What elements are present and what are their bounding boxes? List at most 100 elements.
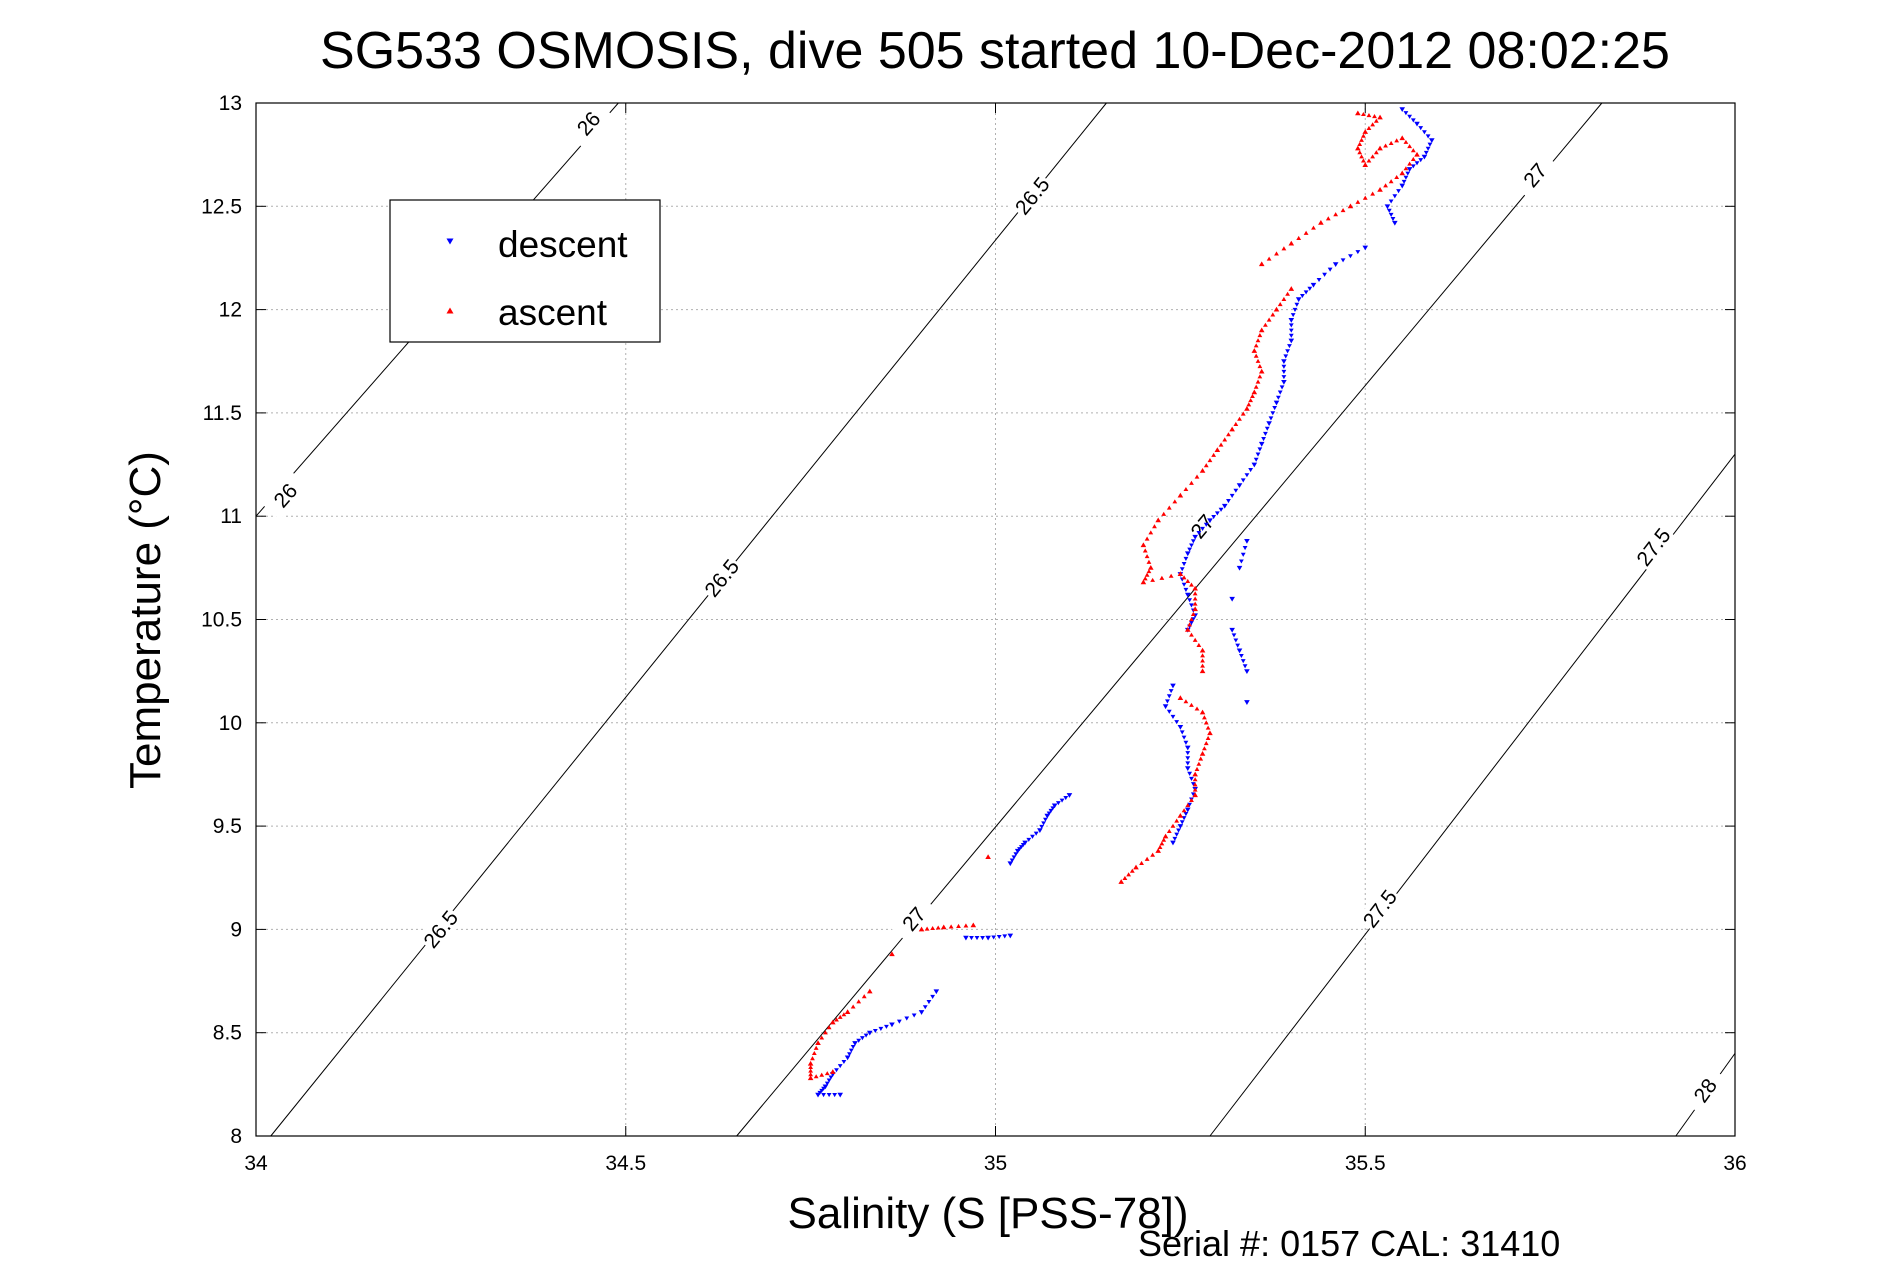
descent-point <box>1233 488 1239 493</box>
ascent-point <box>1181 808 1187 813</box>
ascent-point <box>1144 536 1150 541</box>
descent-point <box>841 1059 847 1065</box>
descent-point <box>1229 596 1235 602</box>
descent-point <box>1172 836 1178 841</box>
ascent-point <box>1203 463 1209 468</box>
descent-point <box>1007 861 1014 867</box>
descent-point <box>1290 313 1296 318</box>
legend-box <box>389 199 661 343</box>
descent-point <box>1244 669 1250 674</box>
descent-point <box>904 1016 910 1021</box>
ascent-point <box>956 923 961 928</box>
descent-point <box>844 1055 851 1061</box>
descent-point <box>1388 212 1394 217</box>
ascent-point <box>813 1074 819 1079</box>
descent-point <box>1295 297 1302 303</box>
descent-point <box>1418 126 1424 131</box>
descent-point <box>1242 664 1248 669</box>
ascent-point <box>1366 112 1372 118</box>
descent-point <box>1026 837 1032 842</box>
descent-point <box>1240 552 1246 557</box>
ascent-point <box>1403 139 1409 144</box>
ascent-point <box>861 994 867 999</box>
x-axis: 34 34.5 35 35.5 36 <box>244 103 1747 1175</box>
ascent-point <box>1189 582 1194 587</box>
ascent-point <box>1140 542 1147 548</box>
descent-point <box>1410 164 1416 169</box>
descent-point <box>933 989 940 995</box>
descent-point <box>1240 659 1246 664</box>
descent-point <box>1165 699 1170 704</box>
ascent-point <box>1150 577 1156 582</box>
ascent-point <box>1192 787 1198 792</box>
ascent-point <box>1198 756 1204 761</box>
descent-point <box>1181 582 1187 587</box>
descent-point <box>1279 385 1285 390</box>
descent-point <box>1007 933 1014 939</box>
ascent-point <box>1414 151 1420 157</box>
ascent-point <box>1170 823 1176 828</box>
ascent-point <box>1199 668 1206 674</box>
x-tick-label: 35.5 <box>1345 1152 1386 1175</box>
ascent-point <box>924 926 930 931</box>
descent-point <box>1231 633 1237 638</box>
descent-point <box>1281 359 1287 365</box>
ascent-point <box>807 1075 814 1081</box>
y-tick-label: 10 <box>219 712 242 735</box>
descent-point <box>1183 740 1189 745</box>
descent-point <box>1207 518 1213 524</box>
descent-point <box>1348 254 1353 259</box>
descent-point <box>826 1078 832 1083</box>
ascent-point <box>1362 162 1369 167</box>
descent-point <box>1266 421 1272 427</box>
descent-point <box>1327 267 1333 272</box>
descent-point <box>837 1092 844 1098</box>
descent-point <box>1422 130 1427 135</box>
ascent-point <box>930 925 936 931</box>
ascent-point <box>1394 174 1400 180</box>
descent-point <box>834 1068 839 1073</box>
ascent-point <box>1199 750 1206 756</box>
ascent-point <box>1157 844 1163 849</box>
descent-point <box>850 1044 856 1050</box>
ascent-point <box>850 1004 856 1009</box>
ascent-point <box>1202 746 1207 751</box>
ascent-point <box>1266 256 1272 261</box>
ascent-point <box>1205 725 1211 730</box>
descent-point <box>1322 272 1327 277</box>
ascent-point <box>1190 611 1196 617</box>
x-axis-label: Salinity (S [PSS-78]) <box>787 1189 1188 1238</box>
descent-point <box>1162 704 1169 710</box>
ascent-point <box>1159 575 1165 580</box>
ascent-point <box>1357 141 1363 146</box>
ascent-point <box>918 926 925 932</box>
descent-point <box>922 1005 928 1010</box>
descent-point <box>1307 286 1313 291</box>
ascent-point <box>1177 812 1184 818</box>
ascent-point <box>1333 212 1339 217</box>
ascent-point <box>1362 195 1368 200</box>
ascent-point <box>1288 240 1295 246</box>
ascent-point <box>1263 322 1268 327</box>
ascent-point <box>1192 585 1198 591</box>
ascent-point <box>810 1056 815 1061</box>
ascent-point <box>834 1017 839 1022</box>
descent-point <box>1236 565 1243 571</box>
descent-point <box>963 935 969 941</box>
descent-point <box>1418 158 1424 163</box>
ascent-point <box>1403 166 1409 171</box>
ascent-point <box>1248 398 1254 403</box>
ascent-point <box>1174 818 1180 823</box>
descent-point <box>1384 204 1391 210</box>
ascent-point <box>1129 868 1135 873</box>
descent-point <box>1170 714 1176 720</box>
ascent-point <box>1203 741 1209 746</box>
ascent-point <box>1194 766 1200 771</box>
ascent-point <box>1257 364 1263 369</box>
descent-point <box>819 1088 825 1093</box>
descent-point <box>852 1041 858 1046</box>
ascent-point <box>1251 389 1258 395</box>
ascent-point <box>1340 208 1346 213</box>
descent-point <box>1185 756 1191 761</box>
descent-point <box>1258 441 1265 447</box>
